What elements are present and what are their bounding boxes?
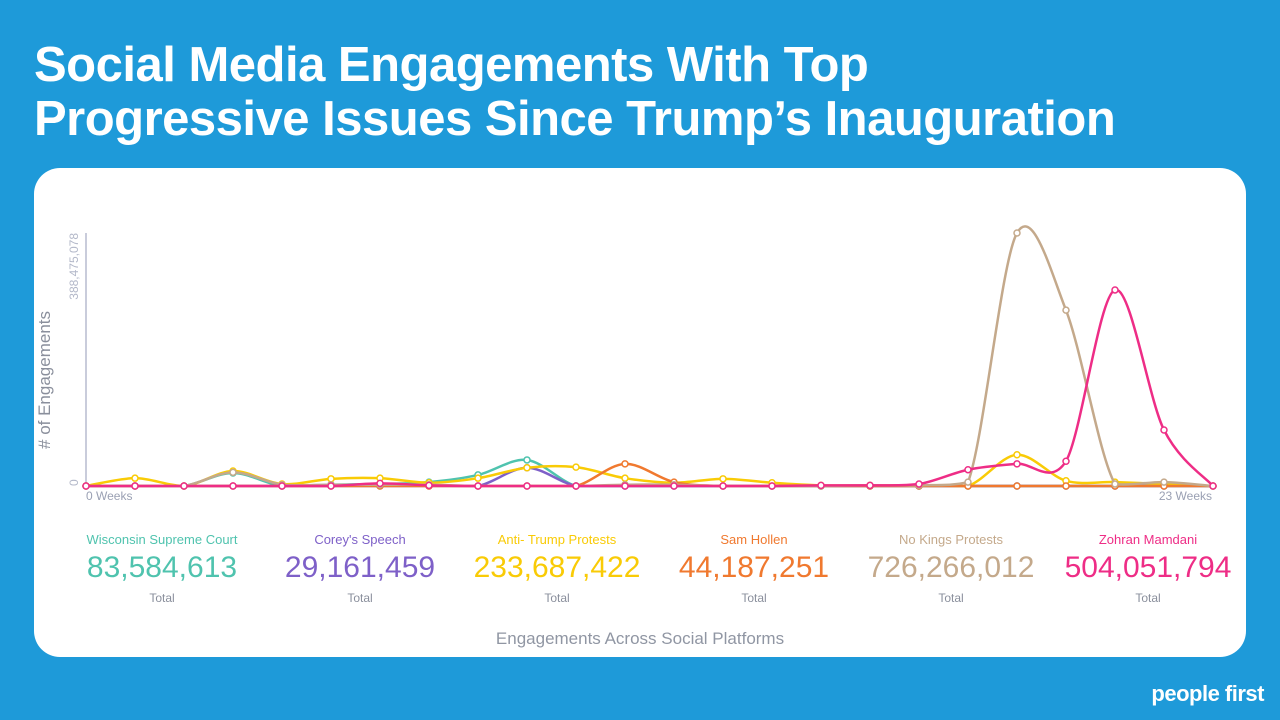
page-title: Social Media Engagements With Top Progres… bbox=[34, 38, 1116, 146]
data-point[interactable] bbox=[670, 482, 678, 490]
series-total-label: Total bbox=[347, 591, 373, 605]
data-point[interactable] bbox=[572, 463, 580, 471]
legend-stat-5: Zohran Mamdani 504,051,794 Total bbox=[1048, 532, 1248, 605]
legend-stat-3: Sam Hollen 44,187,251 Total bbox=[654, 532, 854, 605]
data-point[interactable] bbox=[1013, 229, 1021, 237]
data-point[interactable] bbox=[1111, 286, 1119, 294]
data-point[interactable] bbox=[1209, 482, 1217, 490]
data-point[interactable] bbox=[719, 482, 727, 490]
legend-stats: Wisconsin Supreme Court 83,584,613 Total… bbox=[60, 532, 1250, 612]
data-point[interactable] bbox=[1160, 478, 1168, 486]
series-total: 726,266,012 bbox=[867, 551, 1035, 584]
series-name: Anti- Trump Protests bbox=[497, 532, 617, 547]
legend-stat-4: No Kings Protests 726,266,012 Total bbox=[851, 532, 1051, 605]
series-name: No Kings Protests bbox=[898, 532, 1004, 547]
data-point[interactable] bbox=[768, 482, 776, 490]
data-point[interactable] bbox=[621, 474, 629, 482]
title-line-2: Progressive Issues Since Trump’s Inaugur… bbox=[34, 92, 1116, 146]
series-total-label: Total bbox=[938, 591, 964, 605]
data-point[interactable] bbox=[621, 482, 629, 490]
series-name: Corey's Speech bbox=[314, 532, 406, 547]
data-point[interactable] bbox=[474, 482, 482, 490]
data-point[interactable] bbox=[1062, 306, 1070, 314]
data-point[interactable] bbox=[915, 480, 923, 488]
data-point[interactable] bbox=[964, 478, 972, 486]
y-axis-label: # of Engagements bbox=[35, 311, 54, 449]
data-point[interactable] bbox=[1013, 460, 1021, 468]
data-point[interactable] bbox=[229, 468, 237, 477]
series-total-label: Total bbox=[1135, 591, 1161, 605]
data-point[interactable] bbox=[229, 482, 237, 490]
data-point[interactable] bbox=[572, 482, 580, 490]
data-point[interactable] bbox=[1160, 426, 1168, 434]
series-total: 44,187,251 bbox=[678, 551, 830, 584]
series-total-label: Total bbox=[149, 591, 175, 605]
legend-stat-2: Anti- Trump Protests 233,687,422 Total bbox=[457, 532, 657, 605]
series-total-label: Total bbox=[544, 591, 570, 605]
series-line-5 bbox=[86, 288, 1214, 488]
series-total: 29,161,459 bbox=[284, 551, 436, 584]
data-point[interactable] bbox=[1013, 482, 1021, 490]
data-point[interactable] bbox=[376, 479, 384, 488]
data-point[interactable] bbox=[523, 464, 531, 472]
data-point[interactable] bbox=[523, 456, 531, 464]
data-point[interactable] bbox=[131, 474, 139, 482]
data-point[interactable] bbox=[327, 482, 335, 490]
x-axis-label: Engagements Across Social Platforms bbox=[495, 629, 785, 648]
data-point[interactable] bbox=[131, 482, 139, 490]
series-name: Wisconsin Supreme Court bbox=[86, 532, 238, 547]
title-line-1: Social Media Engagements With Top bbox=[34, 38, 869, 92]
data-point[interactable] bbox=[82, 482, 90, 490]
series-name: Zohran Mamdani bbox=[1098, 532, 1198, 547]
data-point[interactable] bbox=[1062, 482, 1070, 490]
y-tick-zero: 0 bbox=[67, 479, 81, 486]
data-point[interactable] bbox=[474, 474, 482, 482]
data-point[interactable] bbox=[180, 482, 188, 490]
x-tick-start: 0 Weeks bbox=[86, 489, 132, 503]
data-point[interactable] bbox=[523, 482, 531, 490]
data-point[interactable] bbox=[866, 481, 874, 490]
series-total: 233,687,422 bbox=[473, 551, 641, 584]
data-point[interactable] bbox=[425, 481, 433, 490]
series-total: 83,584,613 bbox=[86, 551, 238, 584]
data-point[interactable] bbox=[1062, 457, 1070, 466]
data-point[interactable] bbox=[817, 481, 825, 490]
series-total-label: Total bbox=[741, 591, 767, 605]
data-point[interactable] bbox=[621, 460, 629, 468]
legend-stat-1: Corey's Speech 29,161,459 Total bbox=[260, 532, 460, 605]
series-layer bbox=[82, 225, 1217, 490]
data-point[interactable] bbox=[1111, 480, 1119, 488]
data-point[interactable] bbox=[278, 482, 286, 490]
series-total: 504,051,794 bbox=[1064, 551, 1232, 584]
people-first-logo: people first bbox=[1151, 681, 1264, 706]
data-point[interactable] bbox=[719, 475, 727, 483]
legend-stat-0: Wisconsin Supreme Court 83,584,613 Total bbox=[62, 532, 262, 605]
data-point[interactable] bbox=[1013, 450, 1021, 459]
series-name: Sam Hollen bbox=[720, 532, 788, 547]
series-line-4 bbox=[86, 225, 1214, 488]
data-point[interactable] bbox=[964, 465, 972, 474]
data-point[interactable] bbox=[327, 475, 335, 483]
x-tick-end: 23 Weeks bbox=[1159, 489, 1212, 503]
y-tick-max: 388,475,078 bbox=[67, 233, 81, 300]
